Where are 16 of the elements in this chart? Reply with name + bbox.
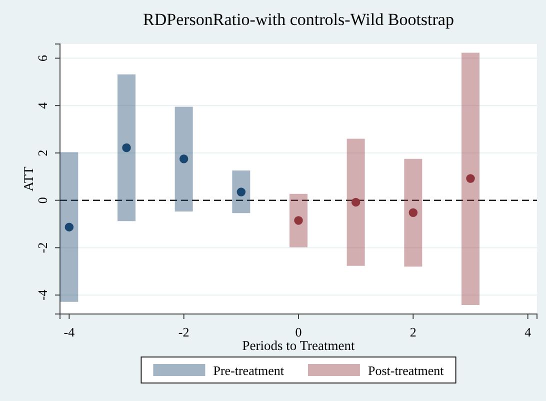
y-tick-label: 0 <box>35 197 50 204</box>
x-tick-label: -4 <box>64 324 76 340</box>
y-tick-label: -4 <box>35 289 50 300</box>
x-tick-label: -2 <box>178 324 190 340</box>
x-axis-title: Periods to Treatment <box>242 338 355 353</box>
y-tick-label: -2 <box>35 242 50 254</box>
y-axis-title: ATT <box>21 166 36 192</box>
y-tick-label: 4 <box>35 102 50 109</box>
x-tick-label: 0 <box>295 324 302 340</box>
y-tick-label: 6 <box>35 54 50 62</box>
legend-label: Pre-treatment <box>213 363 284 378</box>
x-tick-label: 4 <box>524 324 532 340</box>
chart-title: RDPersonRatio-with controls-Wild Bootstrap <box>143 10 454 29</box>
legend-label: Post-treatment <box>368 363 444 378</box>
y-tick-label: 2 <box>35 150 50 156</box>
x-tick-label: 2 <box>410 324 416 340</box>
